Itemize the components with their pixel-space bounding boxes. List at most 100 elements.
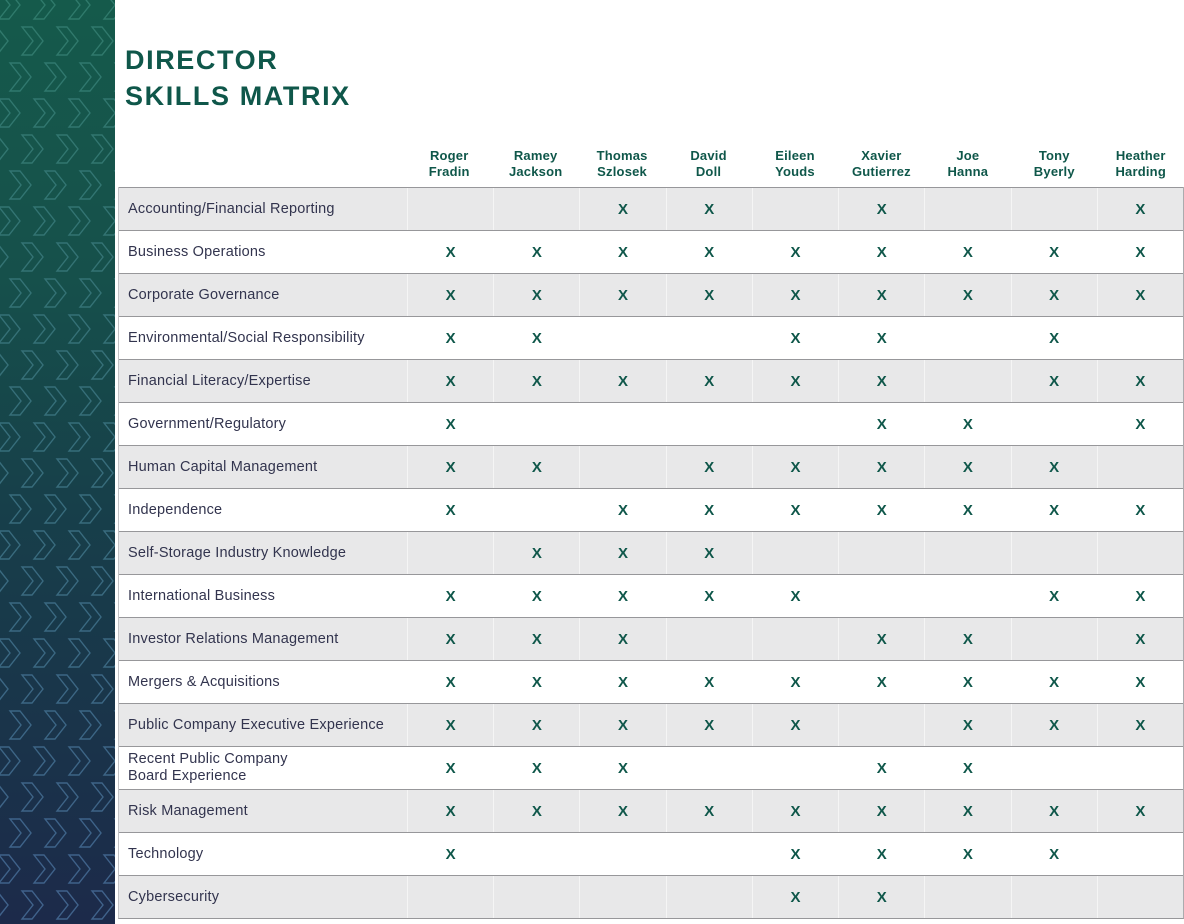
chevron-right-icon [90, 566, 114, 596]
x-mark-cell: X [493, 360, 579, 402]
x-mark-cell: X [493, 790, 579, 832]
chevron-right-icon [55, 242, 79, 272]
x-mark-cell: X [1010, 790, 1097, 832]
skill-label: Financial Literacy/Expertise [128, 372, 311, 389]
chevron-right-icon [32, 746, 56, 776]
skills-table-body: Accounting/Financial Reporting X X X X Busine… [118, 187, 1184, 919]
x-mark-cell: X [1096, 790, 1183, 832]
chevron-right-icon [102, 746, 115, 776]
table-row: Independence X X X X X X X X [119, 488, 1183, 531]
x-mark-cell: X [665, 446, 752, 488]
chevron-right-icon [0, 854, 21, 884]
chevron-right-icon [43, 278, 67, 308]
empty-cell [665, 618, 752, 660]
chevron-right-icon-pattern [0, 0, 115, 920]
x-mark-cell: X [665, 188, 752, 230]
chevron-right-icon [0, 638, 21, 668]
table-row: Risk Management X X X X X X X X X [119, 789, 1183, 832]
chevron-right-icon [55, 134, 79, 164]
x-mark-cell: X [751, 274, 838, 316]
chevron-right-icon [32, 854, 56, 884]
x-mark-cell: X [751, 790, 838, 832]
director-column-header: Roger Fradin [428, 148, 470, 179]
chevron-right-icon [90, 26, 114, 56]
chevron-right-icon [20, 566, 44, 596]
chevron-right-icon [78, 170, 102, 200]
chevron-right-icon [78, 818, 102, 848]
x-mark-cell: X [838, 747, 924, 789]
chevron-right-icon [32, 638, 56, 668]
chevron-right-icon [8, 710, 32, 740]
chevron-right-icon [102, 638, 115, 668]
x-mark-cell: X [493, 231, 579, 273]
chevron-right-icon [90, 458, 114, 488]
empty-cell [751, 403, 838, 445]
x-mark-cell: X [579, 747, 665, 789]
empty-cell [1010, 747, 1097, 789]
chevron-right-icon [20, 242, 44, 272]
x-mark-cell: X [407, 790, 493, 832]
skill-label: Environmental/Social Responsibility [128, 329, 365, 346]
empty-cell [924, 575, 1010, 617]
x-mark-cell: X [579, 790, 665, 832]
chevron-right-icon [0, 314, 21, 344]
x-mark-cell: X [493, 575, 579, 617]
chevron-right-icon [55, 566, 79, 596]
empty-cell [751, 618, 838, 660]
empty-cell [924, 188, 1010, 230]
x-mark-cell: X [493, 747, 579, 789]
chevron-right-icon [67, 746, 91, 776]
chevron-right-icon [67, 98, 91, 128]
x-mark-cell: X [924, 618, 1010, 660]
table-row: Technology X X X X X [119, 832, 1183, 875]
chevron-right-icon [102, 0, 115, 20]
x-mark-cell: X [665, 274, 752, 316]
chevron-right-icon [55, 890, 79, 920]
chevron-right-icon [90, 134, 114, 164]
x-mark-cell: X [751, 446, 838, 488]
empty-cell [579, 403, 665, 445]
x-mark-cell: X [579, 618, 665, 660]
empty-cell [407, 876, 493, 918]
empty-cell [1010, 403, 1097, 445]
chevron-right-icon [32, 98, 56, 128]
x-mark-cell: X [493, 446, 579, 488]
empty-cell [924, 876, 1010, 918]
x-mark-cell: X [924, 403, 1010, 445]
chevron-right-icon [32, 530, 56, 560]
chevron-right-icon [0, 206, 21, 236]
chevron-right-icon [43, 170, 67, 200]
table-row: International Business X X X X X X X [119, 574, 1183, 617]
chevron-right-icon [55, 458, 79, 488]
x-mark-cell: X [751, 661, 838, 703]
x-mark-cell: X [1010, 360, 1097, 402]
chevron-right-icon [90, 242, 114, 272]
chevron-right-icon [78, 602, 102, 632]
x-mark-cell: X [407, 747, 493, 789]
x-mark-cell: X [665, 575, 752, 617]
chevron-right-icon [78, 494, 102, 524]
sidebar-decoration [0, 0, 115, 924]
empty-cell [1010, 618, 1097, 660]
x-mark-cell: X [1096, 231, 1183, 273]
skill-label: Self-Storage Industry Knowledge [128, 544, 347, 561]
x-mark-cell: X [924, 274, 1010, 316]
table-row: Environmental/Social Responsibility X X X X X [119, 316, 1183, 359]
x-mark-cell: X [924, 231, 1010, 273]
x-mark-cell: X [407, 833, 493, 875]
chevron-right-icon [55, 782, 79, 812]
chevron-right-icon [20, 890, 44, 920]
chevron-right-icon [32, 0, 56, 20]
x-mark-cell: X [1010, 489, 1097, 531]
chevron-right-icon [0, 98, 21, 128]
x-mark-cell: X [1096, 274, 1183, 316]
empty-cell [579, 317, 665, 359]
x-mark-cell: X [1096, 575, 1183, 617]
skill-label: Business Operations [128, 243, 266, 260]
chevron-right-icon [43, 602, 67, 632]
chevron-right-icon [20, 26, 44, 56]
table-row: Self-Storage Industry Knowledge X X X [119, 531, 1183, 574]
chevron-right-icon [43, 494, 67, 524]
empty-cell [838, 532, 924, 574]
